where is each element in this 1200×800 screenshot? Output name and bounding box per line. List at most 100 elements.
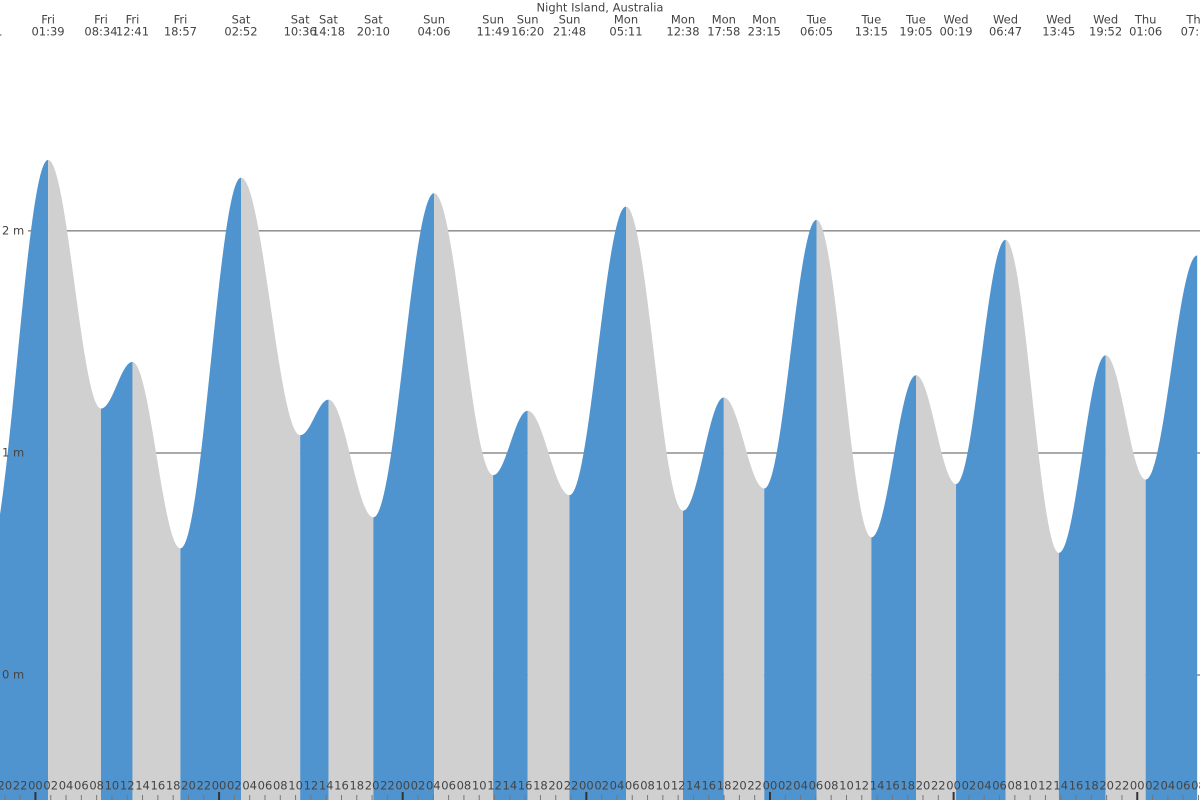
- x-tick-label: 00: [763, 779, 778, 793]
- x-tick-label: 10: [839, 779, 854, 793]
- extreme-time: 01:39: [31, 25, 64, 39]
- x-tick-label: 12: [1038, 779, 1053, 793]
- x-tick-label: 10: [105, 779, 120, 793]
- extreme-time: 00:19: [939, 25, 972, 39]
- tide-segment: [871, 375, 916, 800]
- x-tick-label: 02: [778, 779, 793, 793]
- x-tick-label: 00: [395, 779, 410, 793]
- extreme-time: 12:38: [666, 25, 699, 39]
- x-tick-label: 14: [135, 779, 150, 793]
- x-tick-label: 08: [640, 779, 655, 793]
- x-tick-label: 18: [1084, 779, 1099, 793]
- tide-segment: [1105, 355, 1146, 800]
- tide-segment: [764, 219, 817, 800]
- x-tick-label: 02: [1145, 779, 1160, 793]
- extreme-time: 13:15: [855, 25, 888, 39]
- tide-segment: [132, 361, 181, 800]
- extreme-day: Thu: [1185, 13, 1200, 27]
- tide-area: [0, 159, 1198, 800]
- tide-segment: [916, 375, 957, 800]
- y-tick-label: 0 m: [2, 667, 24, 681]
- x-tick-label: 12: [120, 779, 135, 793]
- x-tick-label: 22: [196, 779, 211, 793]
- tide-segment: [723, 397, 765, 800]
- tide-segment: [1005, 239, 1059, 800]
- x-tick-label: 20: [181, 779, 196, 793]
- x-tick-label: 08: [457, 779, 472, 793]
- extreme-time: 16:20: [511, 25, 544, 39]
- extreme-day: Sat: [319, 13, 338, 27]
- x-tick-label: 16: [151, 779, 166, 793]
- extreme-time: 18:57: [164, 25, 197, 39]
- x-tick-label: 02: [43, 779, 58, 793]
- extreme-day: Tue: [806, 13, 827, 27]
- extreme-day: Wed: [1093, 13, 1118, 27]
- x-tick-label: 12: [304, 779, 319, 793]
- x-tick-label: 04: [426, 779, 441, 793]
- x-tick-label: 12: [854, 779, 869, 793]
- tide-segment: [241, 177, 301, 800]
- tide-segment: [0, 159, 49, 800]
- extreme-day: Sun: [559, 13, 581, 27]
- x-tick-label: 20: [732, 779, 747, 793]
- x-tick-label: 04: [59, 779, 74, 793]
- x-tick-label: 00: [946, 779, 961, 793]
- extreme-time: 11:49: [477, 25, 510, 39]
- x-tick-label: 14: [870, 779, 885, 793]
- x-tick-label: 06: [809, 779, 824, 793]
- extreme-day: Wed: [993, 13, 1018, 27]
- tide-segment: [956, 239, 1006, 800]
- x-tick-label: 20: [0, 779, 12, 793]
- x-tick-label: 14: [319, 779, 334, 793]
- extreme-day: Fri: [126, 13, 140, 27]
- extreme-day: Mon: [752, 13, 776, 27]
- x-tick-label: 06: [74, 779, 89, 793]
- extreme-day: Sun: [517, 13, 539, 27]
- x-tick-label: 10: [472, 779, 487, 793]
- x-tick-label: 06: [992, 779, 1007, 793]
- x-tick-label: 02: [411, 779, 426, 793]
- x-tick-label: 22: [13, 779, 28, 793]
- x-tick-label: 16: [701, 779, 716, 793]
- x-tick-label: 06: [441, 779, 456, 793]
- x-tick-label: 16: [1069, 779, 1084, 793]
- x-tick-label: 18: [349, 779, 364, 793]
- tide-segment: [816, 219, 872, 800]
- x-tick-label: 06: [1176, 779, 1191, 793]
- extreme-day: Mon: [614, 13, 638, 27]
- x-tick-label: 06: [625, 779, 640, 793]
- extreme-time: 23:15: [748, 25, 781, 39]
- x-tick-label: 16: [334, 779, 349, 793]
- tide-segment: [527, 410, 570, 800]
- x-tick-label: 02: [594, 779, 609, 793]
- x-tick-label: 00: [212, 779, 227, 793]
- tide-segment: [48, 159, 101, 800]
- chart-title: Night Island, Australia: [537, 1, 664, 15]
- tide-segment: [100, 361, 133, 800]
- extreme-time: 19:52: [1089, 25, 1122, 39]
- x-tick-label: 14: [1053, 779, 1068, 793]
- x-tick-label: 14: [686, 779, 701, 793]
- x-tick-label: 04: [1161, 779, 1176, 793]
- x-tick-label: 20: [916, 779, 931, 793]
- x-tick-label: 12: [487, 779, 502, 793]
- extreme-time: 01:06: [1129, 25, 1162, 39]
- x-tick-label: 16: [885, 779, 900, 793]
- extreme-day: Sat: [291, 13, 310, 27]
- extreme-day: Tue: [905, 13, 926, 27]
- x-tick-label: 16: [518, 779, 533, 793]
- x-tick-label: 10: [288, 779, 303, 793]
- x-tick-label: 04: [793, 779, 808, 793]
- x-tick-label: 04: [610, 779, 625, 793]
- x-tick-label: 14: [503, 779, 518, 793]
- x-tick-label: 08: [89, 779, 104, 793]
- x-tick-label: 06: [258, 779, 273, 793]
- tide-segment: [373, 193, 435, 800]
- extreme-time: 21:48: [553, 25, 586, 39]
- x-tick-label: 22: [564, 779, 579, 793]
- extreme-day: Thu: [1134, 13, 1157, 27]
- extreme-day: Fri: [94, 13, 108, 27]
- extreme-time: 17:58: [707, 25, 740, 39]
